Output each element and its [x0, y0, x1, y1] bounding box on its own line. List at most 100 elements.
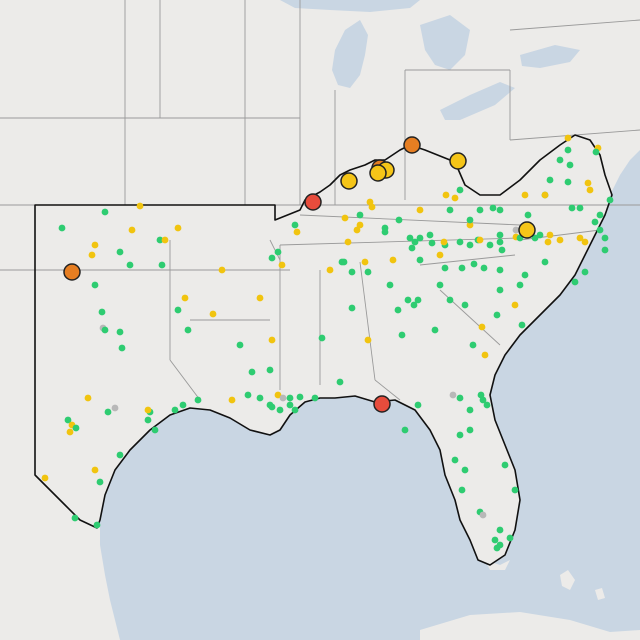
location-dot-green[interactable]	[194, 396, 202, 404]
location-dot-green[interactable]	[408, 244, 416, 252]
location-dot-green[interactable]	[126, 261, 134, 269]
location-dot-green[interactable]	[340, 258, 348, 266]
location-dot-yellow[interactable]	[278, 261, 286, 269]
location-dot-green[interactable]	[274, 248, 282, 256]
location-dot-green[interactable]	[456, 394, 464, 402]
location-dot-yellow[interactable]	[174, 224, 182, 232]
location-dot-green[interactable]	[446, 296, 454, 304]
location-dot-green[interactable]	[151, 426, 159, 434]
location-dot-green[interactable]	[179, 401, 187, 409]
location-dot-yellow[interactable]	[541, 191, 549, 199]
location-dot-green[interactable]	[466, 426, 474, 434]
location-dot-yellow[interactable]	[511, 301, 519, 309]
location-dot-green[interactable]	[483, 401, 491, 409]
location-dot-gray[interactable]	[449, 391, 457, 399]
location-dot-green[interactable]	[348, 304, 356, 312]
location-dot-green[interactable]	[101, 208, 109, 216]
location-dot-green[interactable]	[456, 186, 464, 194]
location-dot-yellow[interactable]	[368, 203, 376, 211]
location-dot-green[interactable]	[466, 216, 474, 224]
location-dot-green[interactable]	[318, 334, 326, 342]
location-dot-green[interactable]	[144, 416, 152, 424]
location-dot-green[interactable]	[458, 486, 466, 494]
location-dot-gray[interactable]	[512, 226, 520, 234]
location-dot-yellow[interactable]	[564, 134, 572, 142]
location-dot-green[interactable]	[58, 224, 66, 232]
location-dot-green[interactable]	[466, 241, 474, 249]
location-dot-gray[interactable]	[111, 404, 119, 412]
location-dot-green[interactable]	[591, 218, 599, 226]
location-dot-green[interactable]	[496, 206, 504, 214]
location-dot-yellow[interactable]	[389, 256, 397, 264]
location-dot-yellow[interactable]	[356, 221, 364, 229]
highlight-marker-yellow[interactable]	[369, 164, 387, 182]
location-dot-yellow[interactable]	[274, 391, 282, 399]
location-dot-yellow[interactable]	[478, 323, 486, 331]
location-dot-green[interactable]	[496, 238, 504, 246]
location-dot-yellow[interactable]	[556, 236, 564, 244]
location-dot-yellow[interactable]	[256, 294, 264, 302]
location-dot-green[interactable]	[404, 296, 412, 304]
highlight-marker-red[interactable]	[304, 193, 322, 211]
location-dot-yellow[interactable]	[91, 241, 99, 249]
location-dot-yellow[interactable]	[218, 266, 226, 274]
location-dot-green[interactable]	[571, 278, 579, 286]
highlight-marker-red[interactable]	[373, 395, 391, 413]
location-dot-green[interactable]	[248, 368, 256, 376]
location-dot-yellow[interactable]	[521, 191, 529, 199]
location-dot-yellow[interactable]	[451, 194, 459, 202]
location-dot-green[interactable]	[461, 301, 469, 309]
location-dot-green[interactable]	[436, 281, 444, 289]
location-dot-yellow[interactable]	[341, 214, 349, 222]
location-dot-green[interactable]	[469, 341, 477, 349]
location-dot-green[interactable]	[386, 281, 394, 289]
location-dot-green[interactable]	[476, 206, 484, 214]
location-dot-green[interactable]	[348, 268, 356, 276]
location-dot-green[interactable]	[394, 306, 402, 314]
location-dot-green[interactable]	[414, 401, 422, 409]
location-dot-yellow[interactable]	[84, 394, 92, 402]
location-dot-green[interactable]	[596, 226, 604, 234]
location-dot-yellow[interactable]	[209, 310, 217, 318]
location-dot-green[interactable]	[511, 486, 519, 494]
location-dot-yellow[interactable]	[268, 336, 276, 344]
highlight-marker-orange[interactable]	[63, 263, 81, 281]
location-dot-yellow[interactable]	[436, 251, 444, 259]
location-dot-green[interactable]	[101, 326, 109, 334]
location-dot-yellow[interactable]	[88, 251, 96, 259]
location-dot-green[interactable]	[236, 341, 244, 349]
location-dot-green[interactable]	[291, 406, 299, 414]
location-dot-green[interactable]	[576, 204, 584, 212]
location-dot-gray[interactable]	[279, 394, 287, 402]
location-dot-green[interactable]	[336, 378, 344, 386]
location-dot-yellow[interactable]	[364, 336, 372, 344]
location-dot-green[interactable]	[496, 526, 504, 534]
location-dot-green[interactable]	[461, 466, 469, 474]
location-dot-green[interactable]	[456, 238, 464, 246]
location-dot-green[interactable]	[356, 211, 364, 219]
location-dot-green[interactable]	[71, 514, 79, 522]
location-dot-green[interactable]	[395, 216, 403, 224]
location-dot-green[interactable]	[406, 234, 414, 242]
location-dot-yellow[interactable]	[476, 236, 484, 244]
location-dot-green[interactable]	[541, 258, 549, 266]
location-dot-green[interactable]	[268, 403, 276, 411]
location-dot-green[interactable]	[91, 281, 99, 289]
highlight-marker-yellow[interactable]	[340, 172, 358, 190]
location-dot-yellow[interactable]	[181, 294, 189, 302]
location-dot-green[interactable]	[451, 456, 459, 464]
location-dot-green[interactable]	[531, 234, 539, 242]
location-dot-yellow[interactable]	[586, 186, 594, 194]
location-dot-green[interactable]	[116, 328, 124, 336]
location-dot-green[interactable]	[486, 241, 494, 249]
location-dot-green[interactable]	[606, 196, 614, 204]
location-dot-green[interactable]	[311, 394, 319, 402]
location-dot-green[interactable]	[521, 271, 529, 279]
location-dot-green[interactable]	[458, 264, 466, 272]
location-dot-yellow[interactable]	[466, 221, 474, 229]
location-dot-green[interactable]	[501, 461, 509, 469]
location-dot-green[interactable]	[116, 451, 124, 459]
location-dot-green[interactable]	[496, 231, 504, 239]
location-dot-green[interactable]	[564, 146, 572, 154]
location-dot-yellow[interactable]	[66, 428, 74, 436]
